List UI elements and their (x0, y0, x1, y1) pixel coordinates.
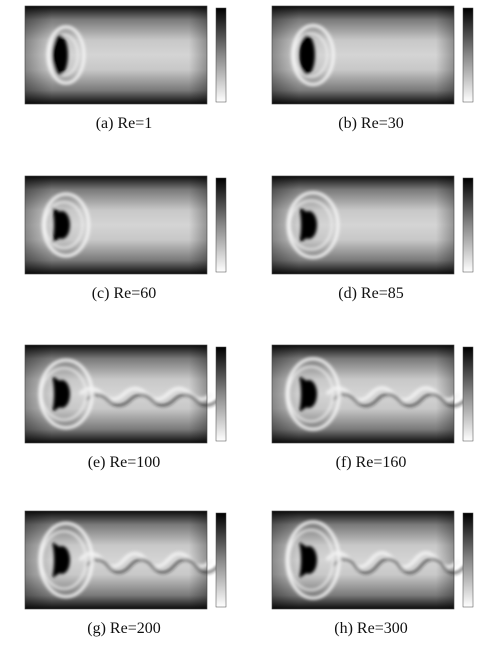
caption: (g) Re=200 (87, 620, 160, 637)
colorbar (462, 346, 474, 442)
wake (331, 557, 467, 575)
vortex-loop (289, 199, 333, 251)
flow-structures (285, 357, 467, 431)
panel (271, 175, 474, 275)
vortex-loop (44, 201, 84, 249)
panel (271, 5, 474, 105)
panel (24, 5, 227, 105)
flow-structures (38, 521, 220, 599)
caption: (a) Re=1 (96, 115, 153, 132)
flow-structures (41, 192, 91, 258)
flow-structures (286, 191, 340, 259)
frame (271, 175, 455, 275)
panel (271, 510, 474, 610)
flow-shade (25, 345, 207, 443)
vortex-loop (293, 32, 329, 78)
core (52, 35, 68, 75)
vortex-loop (38, 521, 94, 599)
flow-shade (272, 176, 454, 274)
caption: (d) Re=85 (338, 285, 403, 302)
frame (271, 5, 455, 105)
caption: (f) Re=160 (336, 454, 407, 471)
vortex-loop (285, 357, 341, 431)
caption: (b) Re=30 (338, 115, 403, 132)
vortex-loop (291, 24, 335, 86)
vortex-loop (46, 25, 86, 85)
colorbar (215, 346, 227, 442)
frame (24, 5, 208, 105)
vortex-loop (41, 192, 91, 258)
frame (24, 344, 208, 444)
colorbar (462, 7, 474, 103)
panel (24, 175, 227, 275)
wake (84, 558, 220, 574)
panel (24, 510, 227, 610)
colorbar (215, 7, 227, 103)
vortex-loop (288, 365, 334, 423)
vortex-loop (285, 520, 341, 600)
colorbar (462, 177, 474, 273)
caption: (c) Re=60 (92, 285, 157, 302)
vortex-loop (38, 358, 94, 430)
colorbar (462, 512, 474, 608)
core (299, 35, 315, 75)
core (54, 380, 70, 408)
frame (24, 510, 208, 610)
colorbar (215, 512, 227, 608)
flow-structures (291, 24, 335, 86)
frame (24, 175, 208, 275)
core (54, 546, 70, 574)
colorbar (215, 177, 227, 273)
flow-shade (25, 176, 207, 274)
flow-structures (46, 25, 86, 85)
flow-structures (285, 520, 467, 600)
vortex-loop (288, 529, 334, 591)
vortex-loop (49, 34, 79, 76)
core (301, 211, 317, 239)
caption: (h) Re=300 (334, 620, 407, 637)
vortex-loop (41, 367, 87, 421)
wake (331, 392, 467, 408)
frame (271, 510, 455, 610)
wake (78, 386, 214, 402)
frame (271, 344, 455, 444)
core (54, 211, 70, 239)
wake (84, 393, 220, 407)
vortex-loop (41, 530, 87, 590)
core (301, 546, 317, 574)
panel (271, 344, 474, 444)
panel (24, 344, 227, 444)
flow-structures (38, 358, 220, 430)
core (301, 380, 317, 408)
caption: (e) Re=100 (88, 454, 161, 471)
vortex-loop (286, 191, 340, 259)
